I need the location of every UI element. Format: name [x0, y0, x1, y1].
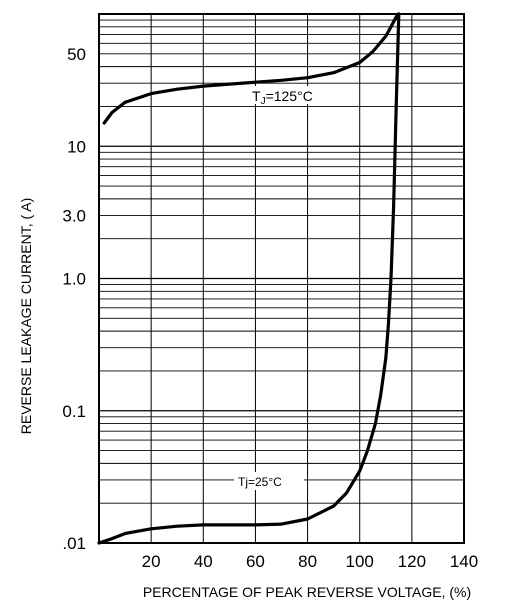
label-25c: Tj=25°C: [238, 475, 282, 489]
x-tick-label: 20: [142, 552, 161, 571]
x-tick-label: 100: [346, 552, 374, 571]
y-tick-label: 0.1: [62, 402, 86, 421]
label-125-background: [246, 86, 342, 104]
x-tick-label: 40: [194, 552, 213, 571]
y-tick-label: 50: [67, 45, 86, 64]
grid-layer: [99, 14, 464, 543]
tick-layer: 20 40 60 80 100 120 140 .01 0.1 1.0 3.0 10 50: [62, 45, 478, 571]
y-tick-label: 1.0: [62, 270, 86, 289]
x-tick-label: 80: [298, 552, 317, 571]
x-axis-title: PERCENTAGE OF PEAK REVERSE VOLTAGE, (%): [143, 584, 471, 600]
y-tick-label: .01: [62, 534, 86, 553]
x-tick-label: 120: [398, 552, 426, 571]
y-axis-title: REVERSE LEAKAGE CURRENT, ( A): [18, 198, 34, 435]
label-25-background: [234, 472, 304, 490]
y-tick-label: 10: [67, 137, 86, 156]
curve-layer: [97, 12, 401, 545]
y-tick-label: 3.0: [62, 206, 86, 225]
x-tick-label: 60: [246, 552, 265, 571]
series-line-tj-125c: [102, 12, 401, 125]
label-125c: TJ=125°C: [252, 88, 313, 107]
x-tick-label: 140: [450, 552, 478, 571]
plot-frame: [98, 13, 465, 544]
series-line-tj-25c: [97, 12, 401, 545]
